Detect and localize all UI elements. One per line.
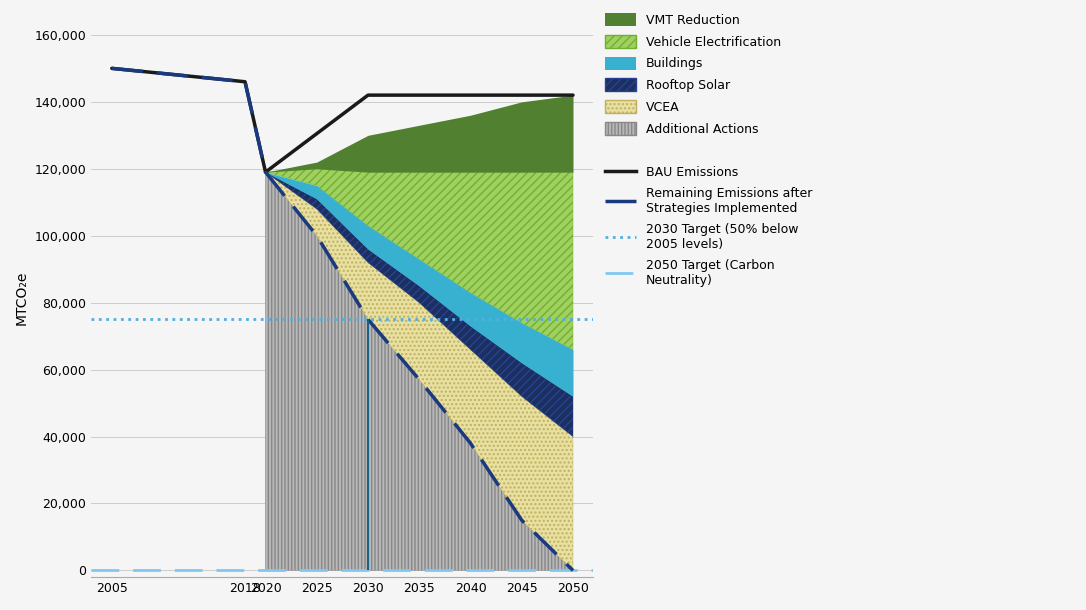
Legend: VMT Reduction, Vehicle Electrification, Buildings, Rooftop Solar, VCEA, Addition: VMT Reduction, Vehicle Electrification, … xyxy=(605,13,812,287)
Y-axis label: MTCO₂e: MTCO₂e xyxy=(15,270,29,325)
